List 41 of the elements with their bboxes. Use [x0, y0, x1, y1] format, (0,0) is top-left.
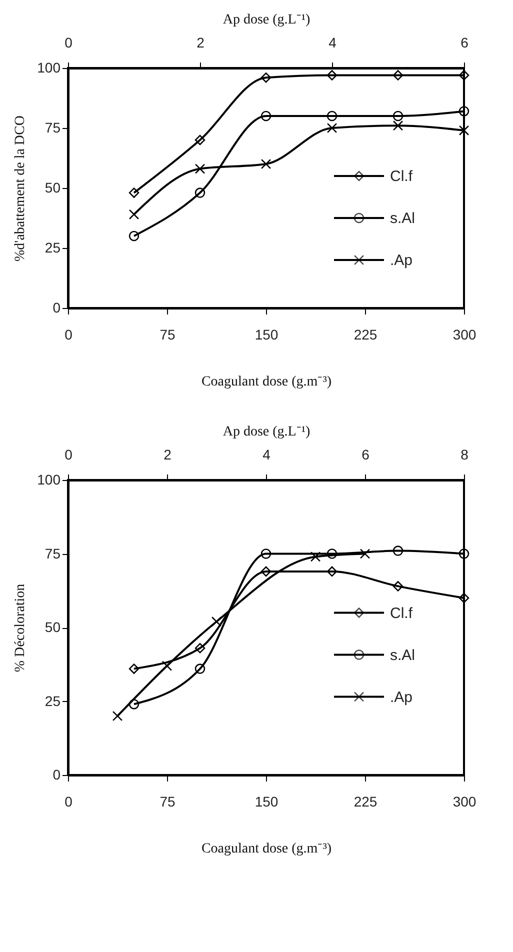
x-tick-label: 75	[160, 794, 176, 810]
x2-tick-label: 0	[64, 34, 73, 50]
x-tick-label: 225	[354, 794, 378, 810]
legend-label: Cl.f	[390, 604, 414, 622]
y-axis-title: %d'abattement de la DCO	[13, 116, 28, 262]
x2-tick-label: 6	[460, 34, 469, 50]
x-axis-title: Coagulant dose (g.m⁻³)	[201, 842, 332, 856]
y-tick-label: 25	[44, 692, 61, 709]
x2-tick-label: 2	[164, 446, 172, 462]
y-tick-label: 75	[44, 545, 61, 562]
x2-axis-title: Ap dose (g.L⁻¹)	[222, 424, 311, 440]
x2-tick-label: 4	[262, 446, 271, 462]
x-axis-title: Coagulant dose (g.m⁻³)	[201, 374, 332, 390]
y-tick-label: 0	[52, 766, 61, 782]
x-tick-label: 0	[64, 326, 73, 342]
y-tick-label: 25	[44, 240, 61, 256]
x2-tick-label: 8	[460, 446, 469, 462]
x2-tick-label: 4	[328, 34, 337, 50]
x2-tick-label: 0	[64, 446, 73, 462]
y-tick-label: 0	[52, 300, 61, 316]
x2-axis-title: Ap dose (g.L⁻¹)	[222, 12, 311, 28]
y-tick-label: 100	[37, 472, 61, 488]
x-tick-label: 150	[254, 794, 278, 810]
x-tick-label: 300	[452, 326, 476, 342]
y-tick-label: 75	[44, 120, 61, 136]
legend-label: Cl.f	[390, 168, 414, 185]
y-tick-label: 100	[37, 60, 61, 76]
x-tick-label: 225	[354, 326, 378, 342]
x2-tick-label: 6	[362, 446, 370, 462]
legend-label: .Ap	[390, 688, 413, 706]
x-tick-label: 300	[452, 794, 476, 810]
x-tick-label: 0	[64, 794, 73, 810]
y-tick-label: 50	[44, 619, 61, 635]
x-tick-label: 150	[254, 326, 278, 342]
legend-label: s.Al	[390, 210, 416, 227]
x2-tick-label: 2	[196, 34, 205, 50]
legend-label: .Ap	[390, 252, 413, 269]
legend-label: s.Al	[390, 646, 416, 664]
y-tick-label: 50	[44, 180, 61, 196]
y-axis-title: % Décoloration	[13, 584, 28, 672]
x-tick-label: 75	[160, 326, 176, 342]
